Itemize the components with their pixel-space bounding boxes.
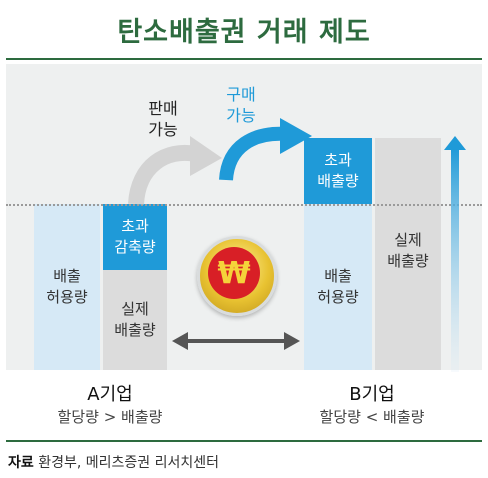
company-b-excess-bar: 초과 배출량 <box>304 138 372 204</box>
won-coin-icon: ₩ <box>197 236 277 316</box>
won-symbol: ₩ <box>217 255 251 291</box>
source-text: 환경부, 메리츠증권 리서치센터 <box>38 455 220 471</box>
source-note: 자료 환경부, 메리츠증권 리서치센터 <box>8 452 219 472</box>
company-a-name: A기업 <box>87 384 133 405</box>
page-title: 탄소배출권 거래 제도 <box>117 17 371 48</box>
company-a-reduction-bar: 초과 감축량 <box>103 204 167 270</box>
exchange-arrow-icon <box>172 332 300 350</box>
company-a-allowance-bar: 배출 허용량 <box>34 204 100 370</box>
company-b-actual-bar: 실제 배출량 <box>375 138 441 370</box>
company-b-allowance-bar: 배출 허용량 <box>304 204 372 370</box>
bottom-divider <box>6 440 482 442</box>
company-a-comparison: 할당량 > 배출량 <box>57 408 163 426</box>
company-b-name: B기업 <box>349 384 395 405</box>
company-b-comparison: 할당량 < 배출량 <box>319 408 425 426</box>
buy-available-label: 구매 가능 <box>226 85 256 125</box>
top-divider <box>6 58 482 60</box>
sell-available-label: 판매 가능 <box>148 99 178 139</box>
buy-arrow-icon <box>219 118 312 181</box>
allowance-threshold-line <box>6 204 482 206</box>
source-prefix: 자료 <box>8 455 34 471</box>
increase-arrow-icon <box>444 136 466 372</box>
company-a-actual-bar: 실제 배출량 <box>103 270 167 370</box>
sell-arrow-icon <box>128 136 222 205</box>
